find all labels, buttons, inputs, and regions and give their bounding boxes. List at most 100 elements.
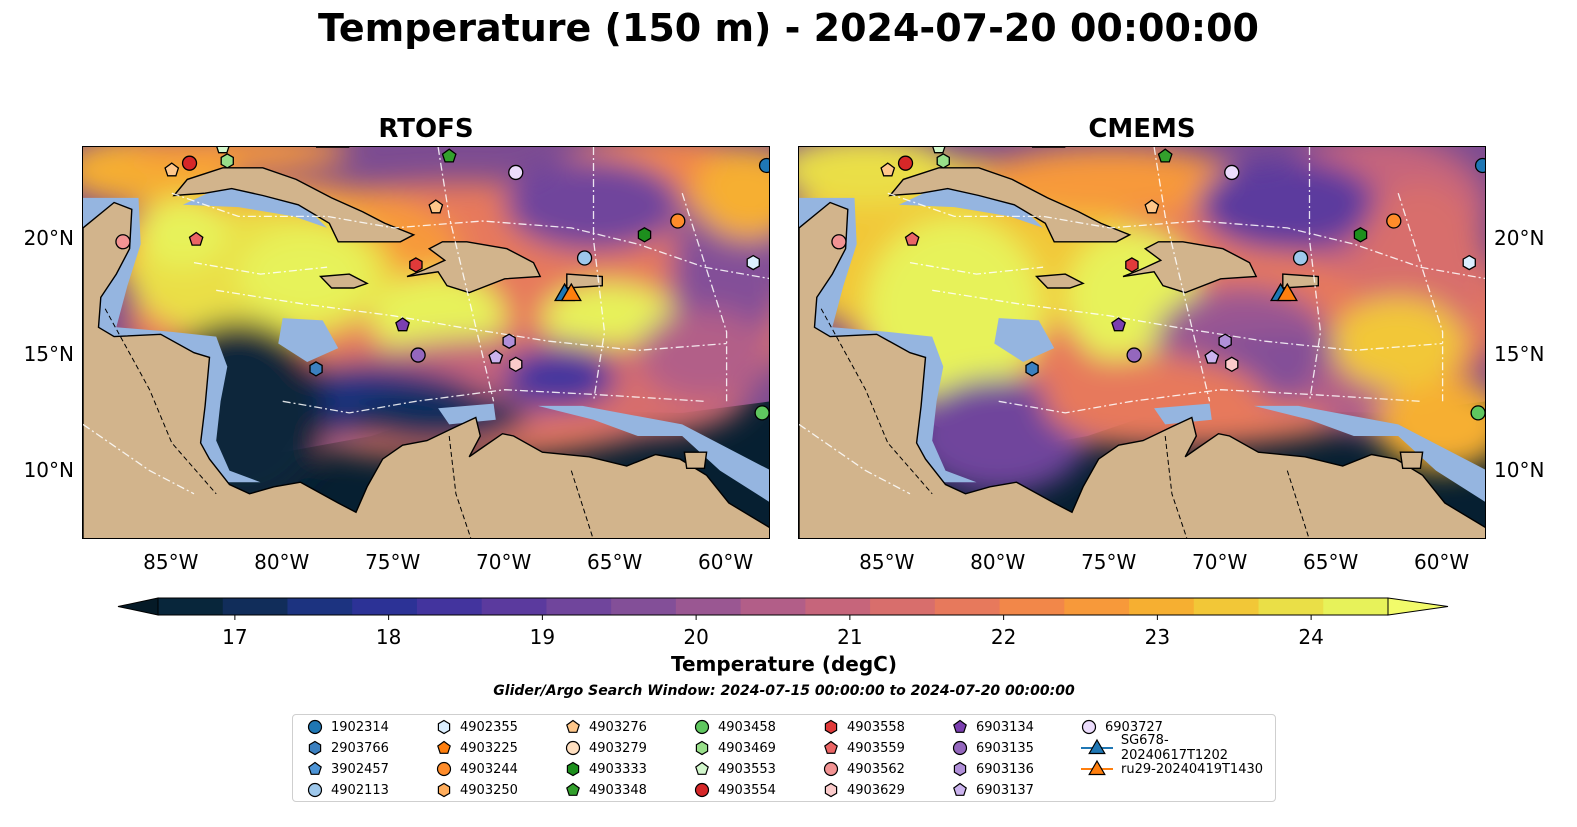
lat-tick-label: 10°N	[1494, 457, 1545, 482]
float-marker	[188, 231, 204, 246]
lat-tick-label: 20°N	[1494, 226, 1545, 251]
legend-item: 4903279	[563, 738, 647, 758]
colorbar-tick-label: 24	[1298, 625, 1323, 649]
colorbar-segment	[1193, 598, 1260, 615]
float-marker	[508, 164, 524, 181]
legend-label: 4903562	[847, 761, 905, 777]
legend: 1902314 2903766 3902457 4902113 4902355 49032…	[292, 714, 1276, 802]
float-marker	[880, 162, 896, 177]
legend-item: 4903276	[563, 717, 647, 737]
float-marker	[1462, 254, 1476, 271]
lon-tick-label: 75°W	[1081, 550, 1137, 574]
float-marker	[1157, 148, 1173, 163]
lon-tick-label: 65°W	[1303, 550, 1359, 574]
map-canvas	[83, 147, 769, 538]
float-marker	[1144, 199, 1160, 214]
legend-item: 2903766	[305, 738, 389, 758]
legend-marker-icon	[694, 782, 710, 798]
legend-item: ru29-20240419T1430	[1079, 759, 1263, 779]
float-marker	[1204, 349, 1220, 364]
legend-item: 1902314	[305, 717, 389, 737]
float-marker	[932, 147, 946, 154]
legend-label: 4903276	[589, 719, 647, 735]
legend-marker-icon	[308, 761, 322, 775]
lon-tick-label: 70°W	[476, 550, 532, 574]
legend-item: 4903225	[434, 738, 518, 758]
colorbar-segment	[675, 598, 742, 615]
legend-marker-icon	[953, 719, 967, 733]
lon-tick-label: 80°W	[970, 550, 1026, 574]
legend-item: 4903250	[434, 780, 518, 800]
legend-label: 4903225	[460, 740, 518, 756]
lat-tick-label: 10°N	[23, 457, 74, 482]
colorbar-segment	[1258, 598, 1324, 615]
float-marker	[754, 405, 769, 421]
float-marker	[758, 157, 769, 174]
colorbar-segment	[481, 598, 547, 615]
legend-marker-icon	[566, 782, 580, 796]
legend-label: SG678-20240617T1202	[1120, 733, 1229, 763]
float-marker	[1353, 227, 1368, 243]
lon-tick-label: 65°W	[587, 550, 643, 574]
legend-item: 4903244	[434, 759, 518, 779]
legend-item: 4902355	[434, 717, 518, 737]
float-marker	[410, 347, 426, 363]
float-marker	[576, 250, 593, 266]
float-marker	[1292, 250, 1309, 266]
legend-item: 4903559	[821, 738, 905, 758]
colorbar-segment	[740, 598, 806, 615]
float-marker	[831, 234, 847, 250]
legend-item: 4903629	[821, 780, 905, 800]
float-marker	[1276, 282, 1298, 302]
colorbar-segment	[546, 598, 612, 615]
legend-item: 6903136	[950, 759, 1034, 779]
float-marker	[488, 349, 504, 364]
float-marker	[216, 147, 230, 154]
search-window-text: Glider/Argo Search Window: 2024-07-15 00…	[493, 683, 1075, 699]
legend-label: 6903727	[1105, 719, 1163, 735]
float-marker	[637, 227, 652, 243]
legend-label: 6903136	[976, 761, 1034, 777]
legend-marker-icon	[437, 740, 451, 754]
legend-label: 4903554	[718, 782, 776, 798]
legend-label: 4903244	[460, 761, 518, 777]
legend-marker-icon	[1081, 759, 1113, 776]
float-marker	[1474, 157, 1485, 174]
colorbar-segment	[416, 598, 483, 615]
colorbar-segment	[222, 598, 288, 615]
legend-marker-icon	[695, 761, 709, 775]
legend-item: 4903558	[821, 717, 905, 737]
colorbar-tick-label: 19	[530, 625, 555, 649]
legend-marker-icon	[308, 740, 322, 756]
legend-label: 4903629	[847, 782, 905, 798]
lon-tick-label: 80°W	[254, 550, 310, 574]
colorbar-segment	[1323, 598, 1389, 615]
float-marker	[309, 361, 323, 377]
legend-label: 4903458	[718, 719, 776, 735]
legend-label: 6903134	[976, 719, 1034, 735]
legend-item: 6903134	[950, 717, 1034, 737]
colorbar-segment	[611, 598, 677, 615]
legend-item: 4902113	[305, 780, 389, 800]
legend-label: ru29-20240419T1430	[1121, 761, 1264, 777]
colorbar-segment	[1064, 598, 1130, 615]
legend-marker-icon	[437, 719, 451, 735]
legend-label: 6903135	[976, 740, 1034, 756]
lon-tick-label: 70°W	[1192, 550, 1248, 574]
float-marker	[1224, 164, 1240, 181]
legend-label: 4903333	[589, 761, 647, 777]
figure-title: Temperature (150 m) - 2024-07-20 00:00:0…	[317, 6, 1259, 50]
lon-tick-label: 60°W	[1413, 550, 1470, 574]
legend-marker-icon	[824, 782, 838, 798]
colorbar-tick-label: 18	[376, 625, 401, 649]
legend-label: 4902113	[331, 782, 389, 798]
legend-marker-icon	[953, 782, 967, 796]
colorbar-segment	[287, 598, 353, 615]
float-marker	[441, 148, 457, 163]
legend-marker-icon	[823, 761, 839, 777]
legend-item: 6903135	[950, 738, 1034, 758]
legend-item: 4903553	[692, 759, 776, 779]
legend-marker-icon	[566, 761, 580, 777]
lat-tick-label: 15°N	[1494, 342, 1545, 367]
legend-label: 4903559	[847, 740, 905, 756]
